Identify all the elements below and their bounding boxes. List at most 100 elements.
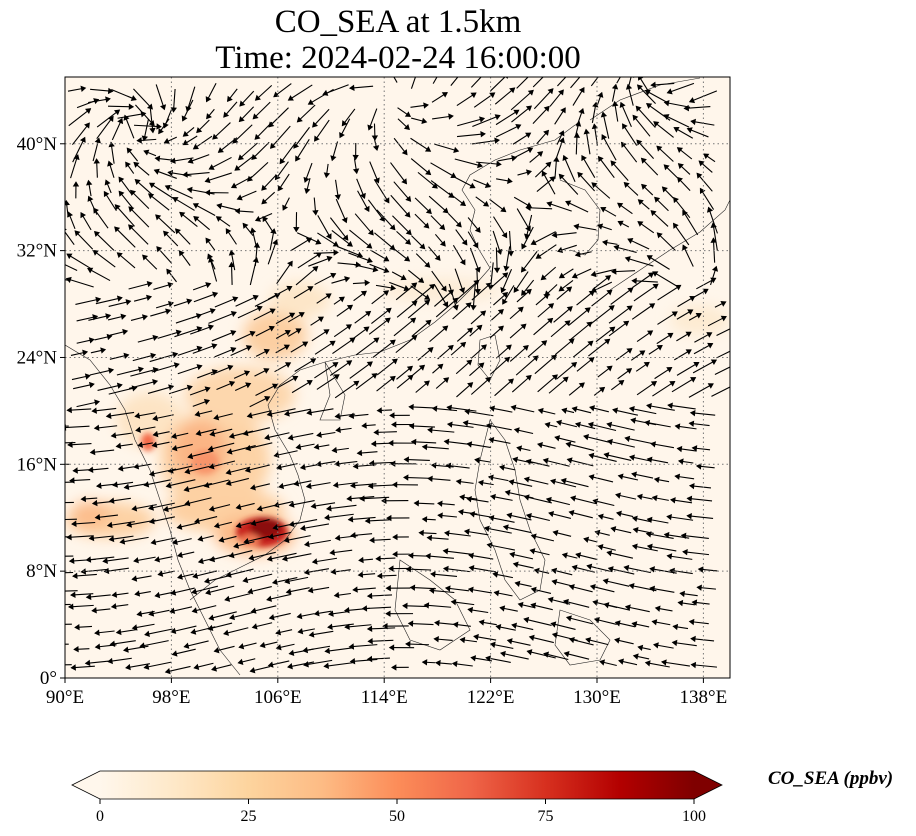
wind-arrow-head (148, 610, 155, 617)
wind-arrow-head (588, 474, 595, 481)
wind-arrow-head (57, 500, 61, 505)
wind-arrow-head (614, 637, 621, 644)
wind-arrow-head (324, 514, 330, 521)
wind-arrow-head (91, 407, 97, 414)
wind-arrow-shaft (303, 645, 331, 652)
wind-arrow-head (182, 130, 189, 137)
wind-arrow-shaft (276, 261, 293, 285)
wind-arrow-shaft (349, 361, 373, 379)
wind-arrow-head (310, 502, 317, 510)
wind-arrow-head (686, 495, 693, 502)
wind-arrow-head (545, 161, 552, 168)
wind-arrow-head (677, 458, 684, 465)
wind-arrow-head (272, 524, 279, 531)
wind-arrow-head (663, 164, 670, 171)
wind-arrow-head (105, 412, 112, 419)
wind-arrow-head (720, 300, 727, 307)
wind-arrow-head (366, 242, 373, 249)
wind-arrow-head (578, 86, 585, 94)
wind-arrow-head (480, 310, 487, 317)
wind-arrow-head (383, 267, 390, 274)
wind-arrow-head (677, 176, 684, 183)
wind-arrow-head (285, 588, 292, 595)
wind-arrow-shaft (65, 555, 74, 557)
wind-arrow-head (564, 320, 571, 327)
wind-arrow-head (442, 565, 449, 573)
wind-arrow-head (346, 495, 352, 502)
wind-arrow-head (375, 555, 381, 562)
wind-arrow-head (407, 552, 414, 559)
wind-arrow-head (480, 131, 486, 138)
wind-arrow-shaft (249, 257, 258, 286)
wind-arrow-head (636, 493, 643, 501)
wind-arrow-head (632, 114, 639, 121)
wind-arrow-shaft (165, 185, 193, 199)
wind-arrow-head (107, 115, 114, 122)
wind-arrow-shaft (533, 88, 554, 110)
wind-arrow-shaft (151, 363, 180, 373)
wind-arrow-head (123, 114, 130, 121)
wind-arrow-head (403, 124, 410, 131)
wind-arrow-head (287, 434, 294, 441)
wind-arrow-shaft (66, 253, 92, 270)
wind-arrow-head (661, 659, 667, 666)
wind-arrow-head (654, 605, 661, 612)
wind-arrow-head (525, 374, 532, 381)
wind-arrow-head (106, 521, 113, 529)
wind-arrow-head (230, 311, 237, 317)
wind-arrow-shaft (287, 661, 315, 668)
wind-arrow-shaft (590, 305, 615, 325)
wind-arrow-head (312, 266, 319, 272)
wind-arrow-head (352, 154, 359, 161)
wind-arrow-head (204, 386, 211, 393)
wind-arrow-head (477, 479, 484, 487)
wind-arrow-head (645, 103, 653, 109)
wind-arrow-head (172, 351, 179, 358)
wind-arrow-head (667, 402, 673, 409)
wind-arrow-head (461, 239, 468, 246)
wind-arrow-shaft (567, 458, 594, 467)
wind-arrow-head (470, 92, 477, 99)
wind-arrow-shaft (631, 303, 655, 320)
wind-arrow-shaft (95, 297, 123, 305)
wind-arrow-shaft (454, 158, 483, 167)
wind-arrow-head (632, 527, 639, 534)
wind-arrow-head (191, 588, 198, 595)
wind-arrow-head (636, 84, 643, 91)
wind-arrow-shaft (608, 305, 633, 324)
wind-arrow-head (427, 475, 433, 483)
wind-arrow-head (373, 337, 380, 344)
wind-arrow-shaft (347, 496, 375, 500)
wind-arrow-head (316, 431, 322, 438)
wind-arrow-head (530, 602, 537, 609)
wind-arrow-shaft (692, 359, 717, 374)
wind-arrow-head (373, 177, 380, 184)
colorbar-tick-group: 0 25 50 75 100 (96, 799, 706, 825)
wind-arrow-shaft (668, 404, 696, 410)
wind-arrow-head (208, 164, 215, 170)
wind-arrow-head (196, 364, 203, 371)
wind-arrow-head (641, 183, 648, 190)
wind-arrow-head (625, 83, 633, 90)
wind-arrow-head (134, 412, 141, 419)
wind-arrow-shaft (108, 386, 137, 395)
wind-arrow-shaft (86, 556, 115, 561)
lat-tick-label: 40°N (17, 134, 58, 155)
wind-arrow-head (638, 77, 644, 81)
wind-arrow-head (568, 509, 575, 517)
wind-arrow-head (502, 298, 508, 305)
wind-arrow-head (687, 309, 694, 315)
wind-arrow-head (506, 512, 513, 519)
wind-arrow-head (473, 633, 479, 641)
wind-arrow-head (521, 289, 527, 296)
wind-arrow-head (464, 408, 470, 415)
wind-arrow-head (46, 554, 50, 559)
wind-arrow-head (365, 310, 372, 317)
wind-arrow-head (359, 192, 366, 200)
wind-arrow-head (130, 189, 137, 196)
wind-arrow-head (617, 220, 624, 227)
wind-arrow-shaft (243, 427, 270, 435)
wind-arrow-head (577, 171, 584, 178)
wind-arrow-head (51, 480, 55, 485)
